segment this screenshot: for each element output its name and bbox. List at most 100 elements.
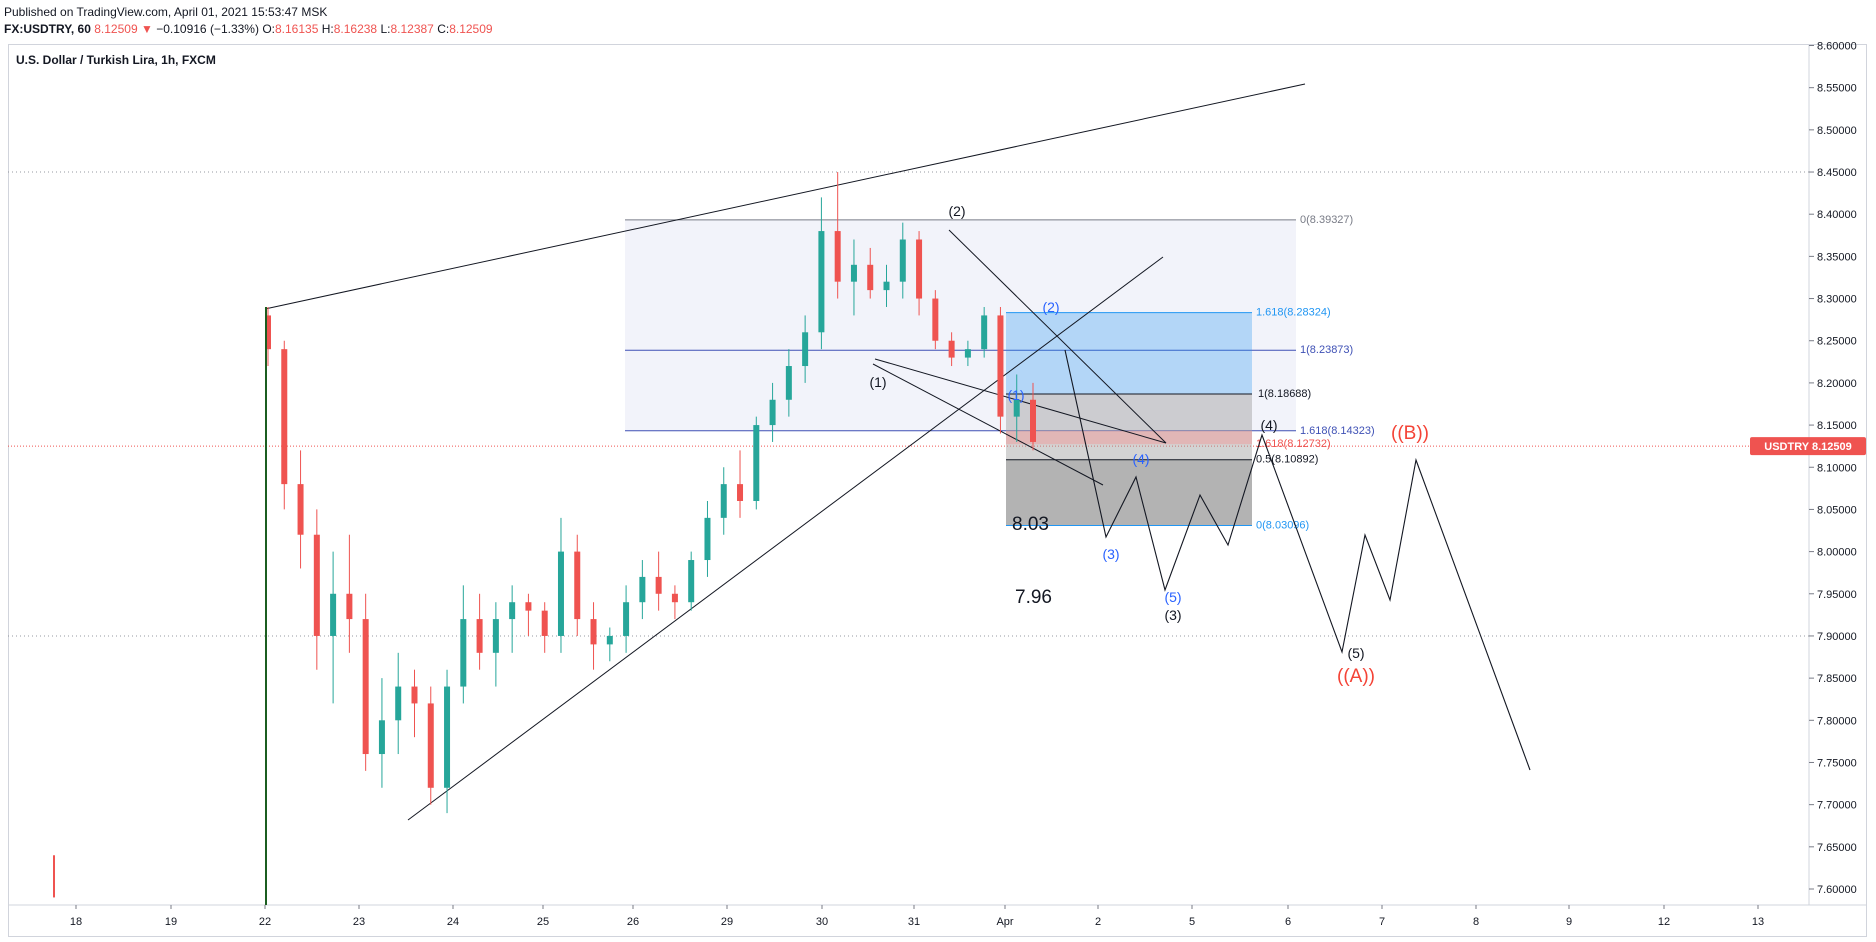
time-tick-label: 26	[627, 916, 639, 928]
time-tick-label: 25	[537, 916, 549, 928]
candle-body	[639, 576, 646, 603]
price-tick-label: 8.30000	[1817, 294, 1857, 306]
wave-label: (5)	[1347, 645, 1364, 661]
wave-label: (2)	[1042, 299, 1059, 315]
open-value: 8.16135	[274, 22, 319, 36]
change-value: −0.10916 (−1.33%)	[156, 22, 259, 36]
time-tick-label: 30	[816, 916, 828, 928]
candle-body	[492, 619, 499, 653]
close-label: C:	[437, 22, 450, 36]
trend-line	[264, 83, 1306, 310]
open-label: O:	[262, 22, 275, 36]
price-tick-label: 8.20000	[1817, 378, 1857, 390]
wave-label: (4)	[1260, 417, 1277, 433]
trend-line	[407, 256, 1164, 821]
time-tick-label: 9	[1566, 916, 1572, 928]
price-tick-label: 8.15000	[1817, 420, 1857, 432]
chart-frame[interactable]	[8, 44, 1867, 937]
candle-body	[655, 576, 662, 594]
candle-body	[867, 264, 874, 291]
fib-zone-outer	[625, 219, 1296, 431]
candle-body	[313, 534, 320, 636]
time-tick-label: 23	[353, 916, 365, 928]
candle-body	[460, 619, 467, 687]
candle-body	[297, 484, 304, 535]
time-tick-label: 2	[1095, 916, 1101, 928]
symbol: FX:USDTRY, 60	[4, 22, 91, 36]
price-tick-label: 8.00000	[1817, 547, 1857, 559]
candle-body	[411, 686, 418, 704]
candle-body	[281, 349, 288, 485]
price-tick-label: 7.75000	[1817, 757, 1857, 769]
price-annotation: 7.96	[1015, 587, 1052, 608]
wave-label: (2)	[948, 203, 965, 219]
candle-body	[916, 239, 923, 299]
trend-line	[874, 358, 1167, 444]
time-tick-label: 19	[165, 916, 177, 928]
price-tick-label: 8.40000	[1817, 209, 1857, 221]
candle-body	[688, 560, 695, 603]
candle-body	[1030, 399, 1036, 442]
fib-level-label: 0.5(8.10892)	[1256, 454, 1318, 466]
candle-body	[574, 551, 581, 620]
price-tick-label: 7.90000	[1817, 631, 1857, 643]
wave-label: (1)	[1007, 387, 1024, 403]
price-tick-label: 7.65000	[1817, 842, 1857, 854]
wave-label: ((B))	[1391, 423, 1429, 444]
fib-level-label: 0(8.03096)	[1256, 519, 1309, 531]
candle-body	[509, 602, 516, 620]
candle-body	[671, 593, 678, 603]
time-tick-label: Apr	[996, 916, 1013, 928]
candle-body	[395, 686, 402, 721]
candle-body	[623, 602, 630, 636]
time-tick-label: 5	[1189, 916, 1195, 928]
candle-body	[850, 264, 857, 282]
high-label: H:	[321, 22, 334, 36]
candle-body	[541, 610, 548, 636]
price-tick-label: 7.60000	[1817, 884, 1857, 896]
candle-body	[834, 231, 841, 282]
price-tick-label: 8.35000	[1817, 251, 1857, 263]
price-tick-label: 7.85000	[1817, 673, 1857, 685]
price-tick-label: 8.55000	[1817, 83, 1857, 95]
price-tick-label: 8.10000	[1817, 462, 1857, 474]
candle-body	[948, 340, 955, 358]
time-tick-label: 22	[259, 916, 271, 928]
fib-zone-red	[1006, 430, 1252, 445]
time-tick-label: 12	[1658, 916, 1670, 928]
price-tick-label: 8.45000	[1817, 167, 1857, 179]
candle-body	[769, 399, 776, 426]
candle-body	[981, 315, 988, 350]
candle-body	[525, 602, 532, 611]
close-value: 8.12509	[449, 22, 493, 36]
time-tick-label: 18	[70, 916, 82, 928]
price-tick-label: 7.95000	[1817, 589, 1857, 601]
time-tick-label: 31	[908, 916, 920, 928]
price-tick-label: 8.60000	[1817, 41, 1857, 53]
wave-label: (3)	[1102, 546, 1119, 562]
projected-wave-path	[1064, 349, 1531, 771]
wave-label: (4)	[1132, 451, 1149, 467]
price-tick-label: 8.05000	[1817, 504, 1857, 516]
wave-label: (1)	[869, 374, 886, 390]
wave-label: ((A))	[1337, 666, 1375, 687]
last-price-badge	[1750, 437, 1866, 456]
candle-body	[932, 298, 939, 341]
fib-zone-gray-upper	[1006, 393, 1252, 460]
wave-label: (5)	[1164, 589, 1181, 605]
candle-body	[476, 619, 483, 653]
candle-body	[899, 239, 906, 282]
symbol-line: FX:USDTRY, 60 8.12509 ▼ −0.10916 (−1.33%…	[4, 22, 493, 36]
fib-level-label: 1(8.23873)	[1300, 344, 1353, 356]
candle-body	[720, 484, 727, 518]
candle-body	[753, 425, 760, 501]
candle-body	[818, 231, 825, 333]
candle-body	[964, 349, 971, 358]
time-tick-label: 29	[721, 916, 733, 928]
candle-body	[606, 635, 613, 645]
wave-label: (3)	[1164, 607, 1181, 623]
price-tick-label: 8.50000	[1817, 125, 1857, 137]
low-value: 8.12387	[390, 22, 434, 36]
fib-level-label: 1.618(8.28324)	[1256, 307, 1331, 319]
